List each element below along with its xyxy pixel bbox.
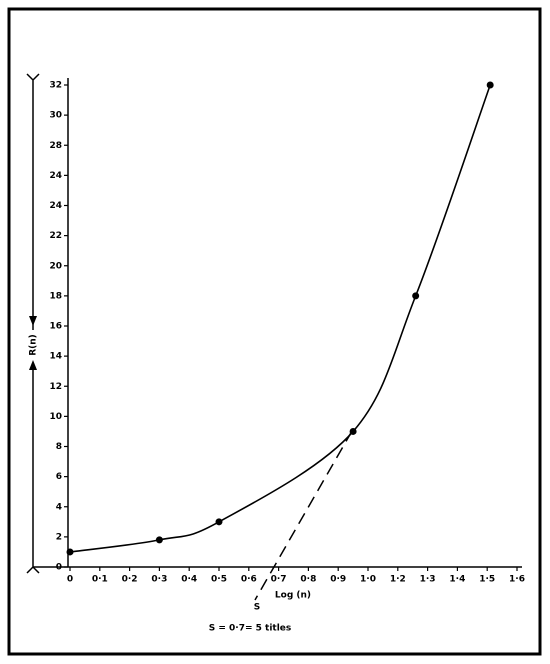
frame xyxy=(7,7,542,656)
y-tick-label: 20 xyxy=(49,261,62,271)
x-tick-label: 0·3 xyxy=(151,575,167,585)
curve xyxy=(69,84,491,553)
x-tick-label: 0·4 xyxy=(181,575,197,585)
x-axis-label: Log (n) xyxy=(275,591,311,601)
data-point xyxy=(412,292,420,300)
data-point xyxy=(66,548,74,556)
x-tick-label: 1·5 xyxy=(479,575,495,585)
y-tick-label: 22 xyxy=(49,231,62,241)
tangent-line xyxy=(254,430,353,601)
y-tick-label: 28 xyxy=(49,141,62,151)
y-tick-label: 14 xyxy=(49,352,62,362)
y-axis-label: R(n) xyxy=(29,334,39,356)
y-tick-label: 12 xyxy=(49,382,62,392)
y-tick-label: 24 xyxy=(49,171,62,181)
y-tick-label: 4 xyxy=(56,502,62,512)
x-tick-label: 0·6 xyxy=(241,575,257,585)
y-tick-label: 18 xyxy=(49,291,62,301)
y-tick-label: 16 xyxy=(49,322,62,332)
y-tick-label: 24 xyxy=(49,201,62,211)
x-tick-label: 1·0 xyxy=(360,575,376,585)
x-tick-label: 0·8 xyxy=(300,575,316,585)
y-tick-label: 0 xyxy=(56,563,62,573)
y-tick-label: 10 xyxy=(49,412,62,422)
x-tick-label: 0·5 xyxy=(211,575,227,585)
y-axis-marker xyxy=(26,73,40,574)
x-tick-label: 1·3 xyxy=(420,575,436,585)
y-tick-label: 8 xyxy=(56,442,62,452)
x-tick-label: 1·6 xyxy=(509,575,525,585)
x-tick-label: 0 xyxy=(67,575,73,585)
annotation: S xyxy=(254,603,260,613)
y-tick-label: 30 xyxy=(49,111,62,121)
y-tick-label: 32 xyxy=(49,81,62,91)
y-tick-label: 2 xyxy=(56,532,62,542)
x-tick-label: 1·4 xyxy=(449,575,465,585)
x-tick-label: 0·2 xyxy=(122,575,138,585)
data-point xyxy=(215,518,223,526)
y-tick-label: 6 xyxy=(56,472,62,482)
x-tick-label: 0·7 xyxy=(271,575,287,585)
x-tick-label: 0·1 xyxy=(92,575,108,585)
x-tick-label: 0·9 xyxy=(330,575,346,585)
data-point xyxy=(486,81,494,89)
data-point xyxy=(349,427,357,435)
data-point xyxy=(155,536,163,544)
annotation: S = 0·7= 5 titles xyxy=(209,624,292,634)
x-tick-label: 1·2 xyxy=(390,575,406,585)
